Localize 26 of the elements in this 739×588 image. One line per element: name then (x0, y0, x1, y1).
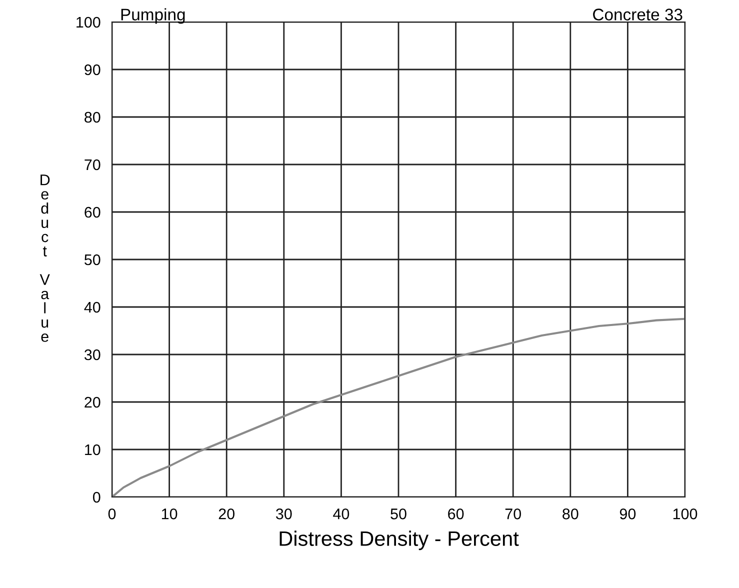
y-tick-label: 50 (84, 254, 100, 266)
y-tick-label: 0 (92, 492, 100, 503)
x-tick-label: 70 (505, 508, 521, 520)
x-tick-label: 40 (333, 508, 350, 520)
chart-subtitle: Concrete 33 (593, 8, 682, 20)
x-tick-label: 100 (673, 508, 698, 520)
x-tick-label: 20 (218, 508, 234, 520)
y-tick-label: 60 (84, 206, 100, 218)
text: Deduct Value (40, 174, 50, 342)
y-tick-label: 100 (76, 16, 100, 28)
y-tick-label: 80 (84, 112, 100, 123)
x-tick-label: 60 (448, 508, 464, 520)
y-tick-label: 90 (84, 64, 100, 76)
x-tick-label: 80 (562, 508, 578, 520)
x-tick-label: 30 (276, 508, 292, 520)
x-tick-label: 10 (162, 508, 178, 520)
y-tick-label: 20 (84, 396, 100, 408)
y-tick-label: 40 (84, 302, 100, 313)
chart-title: Pumping (121, 8, 185, 24)
x-tick-label: 0 (108, 508, 116, 520)
y-tick-label: 10 (85, 444, 100, 456)
x-tick-label: 50 (390, 508, 406, 520)
x-tick-label: 90 (620, 508, 636, 520)
x-axis-title: Distress Density - Percent (280, 530, 519, 550)
y-tick-label: 30 (84, 349, 100, 360)
y-tick-label: 70 (84, 159, 100, 170)
